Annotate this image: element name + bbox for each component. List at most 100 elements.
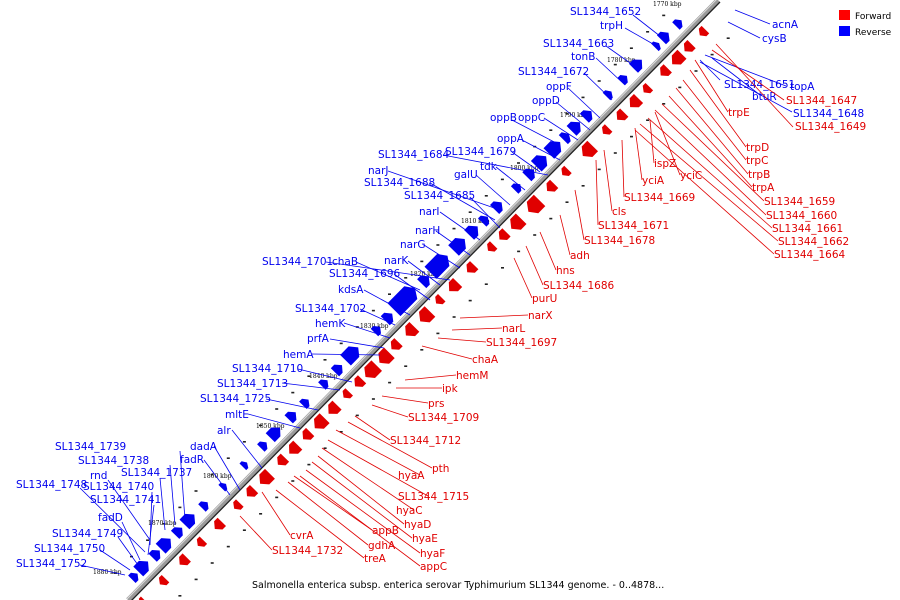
forward-gene-arrow <box>642 83 654 94</box>
minor-feature-mark <box>452 227 456 230</box>
minor-feature-mark <box>323 447 327 449</box>
minor-feature-mark <box>581 96 585 99</box>
gene-label: narH <box>415 225 440 237</box>
gene-label: trpD <box>746 142 769 154</box>
gene-label: rnd <box>90 470 107 482</box>
minor-feature-mark <box>468 299 472 302</box>
gene-label: hemM <box>456 370 488 382</box>
gene-label: SL1344_1659 <box>764 196 835 208</box>
minor-feature-mark <box>178 506 182 509</box>
reverse-gene-arrow <box>424 254 450 279</box>
gene-label: tonB <box>571 51 595 63</box>
gene-label: hyaA <box>398 470 425 482</box>
forward-gene-arrow <box>214 517 226 530</box>
gene-label: tdk <box>480 161 498 173</box>
gene-label: SL1344_1713 <box>217 378 288 390</box>
minor-feature-mark <box>194 578 198 581</box>
minor-feature-mark <box>307 375 311 377</box>
minor-feature-mark <box>178 595 182 597</box>
forward-gene-arrow <box>466 261 479 273</box>
forward-gene-arrow <box>233 499 244 510</box>
forward-gene-arrow <box>435 294 446 305</box>
gene-label: SL1344_1663 <box>543 38 614 50</box>
reverse-gene-arrow <box>239 461 249 471</box>
gene-label: hyaE <box>412 533 438 545</box>
reverse-gene-arrow <box>179 513 196 530</box>
reverse-labels: SL1344_1652 acnA trpH cysB SL1344_1663 t… <box>16 6 864 576</box>
forward-gene-arrow <box>328 400 342 414</box>
minor-feature-mark <box>500 178 504 181</box>
minor-feature-mark <box>259 424 262 427</box>
gene-label: narI <box>419 206 440 218</box>
gene-label: oppB <box>490 112 517 124</box>
gene-label: pth <box>432 463 449 475</box>
forward-gene-arrow <box>364 360 382 378</box>
reverse-gene-arrow <box>543 141 562 159</box>
legend-swatch-reverse <box>839 26 850 36</box>
legend-label-reverse: Reverse <box>855 28 892 38</box>
minor-feature-mark <box>194 490 198 492</box>
minor-feature-mark <box>436 332 440 335</box>
minor-feature-mark <box>565 113 569 115</box>
minor-feature-mark <box>307 463 311 466</box>
gene-label: hyaF <box>420 548 445 560</box>
gene-label: oppA <box>497 133 525 145</box>
minor-feature-mark <box>468 211 472 213</box>
forward-gene-arrow <box>561 165 572 176</box>
tick-label: 1800 kbp <box>510 165 539 172</box>
forward-genes <box>138 25 710 600</box>
gene-label: yciA <box>642 175 665 187</box>
reverse-gene-arrow <box>257 441 268 452</box>
gene-label: narX <box>528 310 553 322</box>
reverse-gene-arrow <box>672 19 683 30</box>
reverse-gene-arrow <box>198 501 209 512</box>
legend-swatch-forward <box>839 10 850 20</box>
forward-gene-arrow <box>158 575 170 586</box>
tick-label: 1880 kbp <box>93 569 122 576</box>
forward-gene-arrow <box>546 179 559 192</box>
legend-label-forward: Forward <box>855 12 891 22</box>
gene-label: hyaC <box>396 505 423 517</box>
minor-feature-mark <box>242 441 246 443</box>
minor-feature-mark <box>291 391 295 394</box>
gene-label: SL1344_1678 <box>584 235 655 247</box>
gene-label: trpB <box>748 169 770 181</box>
reverse-gene-arrow <box>330 364 343 377</box>
minor-feature-mark <box>533 234 537 236</box>
forward-gene-arrow <box>581 140 598 157</box>
minor-feature-mark <box>501 267 504 269</box>
reverse-gene-arrow <box>387 286 418 317</box>
minor-feature-mark <box>581 185 585 187</box>
gene-label: SL1344_1737 <box>121 467 192 479</box>
minor-feature-mark <box>404 365 408 367</box>
minor-feature-mark <box>484 195 488 197</box>
forward-gene-arrow <box>671 49 687 65</box>
minor-feature-mark <box>404 277 408 279</box>
gene-label: oppC <box>518 112 545 124</box>
gene-label: prs <box>428 398 444 410</box>
minor-feature-mark <box>694 70 698 72</box>
minor-feature-mark <box>162 523 166 525</box>
minor-feature-mark <box>436 244 440 246</box>
minor-feature-mark <box>613 63 617 66</box>
forward-gene-arrow <box>246 485 259 497</box>
gene-label: hemA <box>283 349 314 361</box>
tick-label: 1810 kbp <box>461 218 490 225</box>
reverse-gene-arrow <box>490 201 503 214</box>
gene-label: SL1344_1652 <box>570 6 641 18</box>
forward-gene-arrow <box>302 427 315 440</box>
gene-label: SL1344_1684 <box>378 149 450 161</box>
minor-feature-mark <box>146 539 150 541</box>
minor-features <box>113 14 730 597</box>
gene-label: SL1344_1688 <box>364 177 435 189</box>
minor-feature-mark <box>629 47 633 49</box>
legend: Forward Reverse <box>839 10 892 38</box>
gene-label: appC <box>420 561 447 573</box>
gene-label: SL1344_1660 <box>766 210 837 222</box>
gene-label: SL1344_1725 <box>200 393 271 405</box>
tick-label: 1820 kbp <box>410 271 439 278</box>
forward-gene-arrow <box>510 213 527 230</box>
minor-feature-mark <box>484 283 488 285</box>
minor-feature-mark <box>339 342 343 345</box>
tick-label: 1780 kbp <box>607 57 636 64</box>
